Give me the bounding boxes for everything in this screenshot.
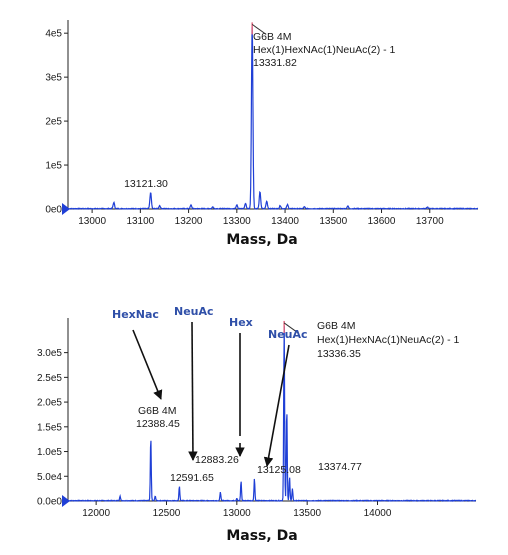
bottom-y-tick-label: 1.0e5: [37, 447, 62, 458]
bottom-y-tick-label: 0.0e0: [37, 497, 62, 508]
top-y-tick-label: 0e0: [45, 205, 62, 216]
bottom-main-peak-label-mass: 13336.35: [317, 348, 361, 360]
top-x-tick-label: 13300: [223, 216, 251, 227]
top-origin-marker: [62, 203, 70, 215]
bottom-peak-label-12388-name: G6B 4M: [138, 405, 177, 417]
bottom-x-tick-label: 12500: [153, 508, 181, 519]
bottom-y-tick-label: 3.0e5: [37, 348, 62, 359]
bottom-spectrum-trace: [67, 326, 477, 502]
top-main-peak-label-name: G6B 4M: [253, 31, 292, 43]
bottom-peak-label-13125: 13125.08: [257, 464, 301, 476]
bottom-y-tick-label: 1.5e5: [37, 422, 62, 433]
top-x-tick-label: 13200: [175, 216, 203, 227]
bottom-peak-label-12388-mass: 12388.45: [136, 418, 180, 430]
bottom-x-ticks: 12000 12500 13000 13500 14000: [82, 501, 392, 519]
bottom-x-tick-label: 13500: [293, 508, 321, 519]
top-y-tick-label: 2e5: [45, 117, 62, 128]
top-main-peak-label-mass: 13331.82: [253, 57, 297, 69]
bottom-x-tick-label: 14000: [364, 508, 392, 519]
mod-label-neuac-1: NeuAc: [174, 305, 214, 318]
top-x-tick-label: 13400: [271, 216, 299, 227]
bottom-main-peak-label-name: G6B 4M: [317, 320, 356, 332]
bottom-x-axis-title: Mass, Da: [226, 528, 297, 544]
top-chart: 0e0 1e5 2e5 3e5 4e5 13000 13100 13200 13300 1340…: [45, 20, 479, 248]
bottom-y-tick-label: 5.0e4: [37, 472, 62, 483]
bottom-chart: 0.0e0 5.0e4 1.0e5 1.5e5 2.0e5 2.5e5 3.0e5 1200…: [37, 305, 477, 544]
bottom-origin-marker: [62, 495, 70, 507]
mod-label-hex: Hex: [229, 316, 253, 329]
bottom-peak-label-12883: 12883.26: [195, 454, 239, 466]
arrow-neuac-2: [263, 344, 290, 467]
bottom-y-tick-label: 2.5e5: [37, 373, 62, 384]
top-apex-slope: [251, 23, 267, 35]
top-x-tick-label: 13100: [126, 216, 154, 227]
bottom-y-tick-label: 2.0e5: [37, 398, 62, 409]
top-y-tick-label: 3e5: [45, 73, 62, 84]
top-x-axis-title: Mass, Da: [226, 232, 297, 248]
top-y-tick-label: 1e5: [45, 161, 62, 172]
top-y-ticks: 0e0 1e5 2e5 3e5 4e5: [45, 29, 68, 216]
top-apex-mark: [251, 22, 267, 35]
bottom-apex-slope: [283, 322, 299, 334]
top-main-peak-label-glycan: Hex(1)HexNAc(1)NeuAc(2) - 1: [253, 44, 396, 56]
top-x-tick-label: 13500: [319, 216, 347, 227]
bottom-main-peak-label-glycan: Hex(1)HexNAc(1)NeuAc(2) - 1: [317, 334, 460, 346]
top-spectrum-trace: [67, 26, 479, 210]
mod-label-neuac-2: NeuAc: [268, 328, 308, 341]
bottom-x-tick-label: 13000: [223, 508, 251, 519]
bottom-x-tick-label: 12000: [82, 508, 110, 519]
bottom-peak-label-13374: 13374.77: [318, 461, 362, 473]
mod-label-hexnac: HexNac: [112, 308, 159, 321]
bottom-apex-mark: [283, 320, 299, 334]
top-x-tick-label: 13700: [416, 216, 444, 227]
top-x-tick-label: 13000: [78, 216, 106, 227]
top-x-tick-label: 13600: [368, 216, 396, 227]
top-x-ticks: 13000 13100 13200 13300 13400 13500 13600 13700: [78, 209, 444, 227]
arrow-hexnac: [132, 329, 163, 400]
arrow-neuac-1: [188, 321, 198, 461]
bottom-y-ticks: 0.0e0 5.0e4 1.0e5 1.5e5 2.0e5 2.5e5 3.0e5: [37, 348, 68, 508]
top-y-tick-label: 4e5: [45, 29, 62, 40]
bottom-peak-label-12591: 12591.65: [170, 472, 214, 484]
top-peak-label-13121: 13121.30: [124, 178, 168, 190]
